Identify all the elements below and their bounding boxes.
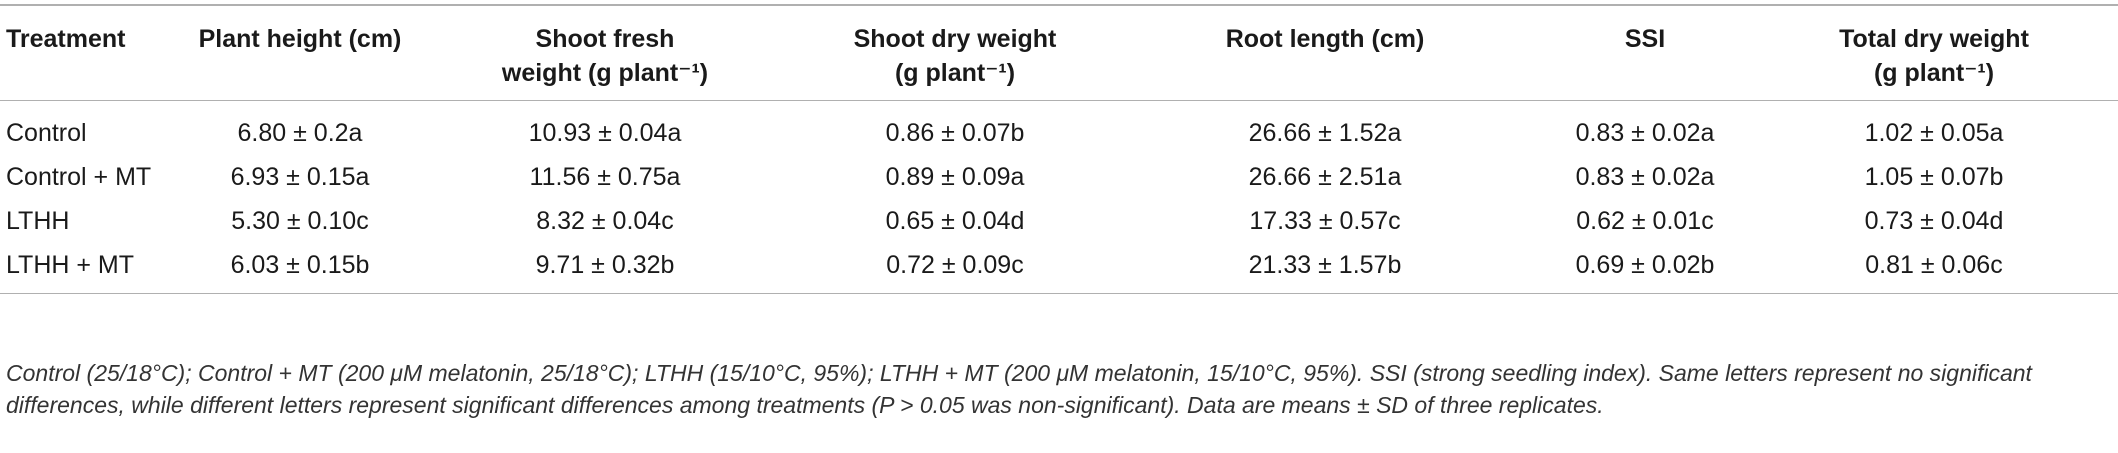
table-cell: 26.66 ± 2.51a [1248,163,1402,191]
table-cell: 6.03 ± 0.15b [230,251,370,279]
table-cell: 21.33 ± 1.57b [1248,251,1402,279]
table-cell: Control [6,119,87,147]
table-cell: 1.05 ± 0.07b [1864,163,2004,191]
column-header: Plant height (cm) [198,25,402,53]
table-cell: LTHH + MT [6,251,135,279]
table-cell: Control + MT [6,163,152,191]
table-cell: 8.32 ± 0.04c [536,207,674,235]
table-cell: 26.66 ± 1.52a [1248,119,1402,147]
table-cell: 11.56 ± 0.75a [529,163,681,191]
column-header: SSI [1624,25,1666,53]
table-cell: 10.93 ± 0.04a [528,119,682,147]
table-row: LTHH 5.30 ± 0.10c 8.32 ± 0.04c 0.65 ± 0.… [0,199,2118,243]
table-cell: 9.71 ± 0.32b [535,251,675,279]
table-cell: 0.65 ± 0.04d [885,207,1025,235]
table-cell: 6.93 ± 0.15a [230,163,370,191]
table-footnote: Control (25/18°C); Control + MT (200 μM … [6,360,2032,418]
column-header: Shoot fresh weight (g plant⁻¹) [501,25,709,87]
table-cell: 0.83 ± 0.02a [1575,163,1715,191]
table-cell: 0.73 ± 0.04d [1864,207,2004,235]
table-cell: 5.30 ± 0.10c [231,207,369,235]
table-cell: 0.89 ± 0.09a [885,163,1025,191]
table-cell: 0.62 ± 0.01c [1576,207,1714,235]
table-row: Control + MT 6.93 ± 0.15a 11.56 ± 0.75a … [0,155,2118,199]
table-cell: 0.81 ± 0.06c [1865,251,2003,279]
table-cell: LTHH [6,207,70,235]
table-cell: 1.02 ± 0.05a [1864,119,2004,147]
header-row: Treatment Plant height (cm) Shoot fresh w… [0,5,2118,101]
table-cell: 17.33 ± 0.57c [1249,207,1401,235]
table-cell: 6.80 ± 0.2a [237,119,363,147]
column-header: Treatment [6,25,126,53]
table-cell: 0.86 ± 0.07b [885,119,1025,147]
table-row: Control 6.80 ± 0.2a 10.93 ± 0.04a 0.86 ±… [0,101,2118,156]
table-row: LTHH + MT 6.03 ± 0.15b 9.71 ± 0.32b 0.72… [0,243,2118,294]
table-cell: 0.83 ± 0.02a [1575,119,1715,147]
data-table: Treatment Plant height (cm) Shoot fresh w… [0,4,2118,294]
column-header: Total dry weight (g plant⁻¹) [1839,25,2029,87]
table-cell: 0.72 ± 0.09c [886,251,1024,279]
column-header: Shoot dry weight (g plant⁻¹) [853,25,1057,87]
column-header: Root length (cm) [1225,25,1425,53]
table-cell: 0.69 ± 0.02b [1575,251,1715,279]
